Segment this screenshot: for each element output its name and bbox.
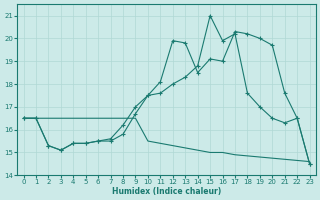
X-axis label: Humidex (Indice chaleur): Humidex (Indice chaleur) <box>112 187 221 196</box>
